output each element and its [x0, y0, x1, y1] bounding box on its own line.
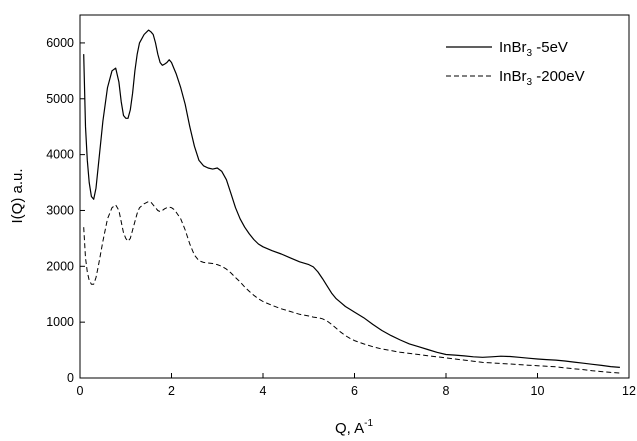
plot-frame: [79, 14, 630, 379]
y-tick-label: 3000: [46, 203, 74, 217]
legend-label-2-subscript: 3: [527, 77, 533, 88]
y-tick-label: 6000: [46, 36, 74, 50]
legend: InBr3 -5eV InBr3 -200eV: [446, 39, 585, 88]
axis-ticks: 0 2 4 6 8 10 12 0 1000 2000 3000 4000 5000 6000: [46, 36, 636, 398]
x-tick-label: 4: [260, 384, 267, 398]
x-tick-label: 12: [622, 384, 636, 398]
x-axis-label: Q, A-1: [335, 418, 374, 437]
legend-label-1-suffix: -5eV: [532, 39, 568, 56]
x-tick-label: 0: [77, 384, 84, 398]
y-axis-label: I(Q) a.u.: [9, 168, 26, 223]
legend-label-2-base: InBr: [499, 68, 527, 85]
legend-label-series-2: InBr3 -200eV: [499, 68, 585, 88]
x-axis-label-superscript: -1: [364, 418, 373, 429]
legend-label-2-suffix: -200eV: [532, 68, 585, 85]
series-line-1: [83, 29, 620, 368]
x-axis-label-text: Q, A: [335, 420, 364, 437]
x-tick-label: 8: [443, 384, 450, 398]
y-tick-label: 1000: [46, 315, 74, 329]
legend-label-1-base: InBr: [499, 39, 527, 56]
x-tick-label: 6: [351, 384, 358, 398]
plot-marks: [83, 29, 620, 374]
y-tick-label: 5000: [46, 92, 74, 106]
x-tick-label: 2: [168, 384, 175, 398]
series-line-2: [83, 201, 620, 374]
y-tick-label: 2000: [46, 259, 74, 273]
legend-label-1-subscript: 3: [527, 48, 533, 59]
y-tick-label: 4000: [46, 148, 74, 162]
legend-label-series-1: InBr3 -5eV: [499, 39, 568, 59]
x-tick-label: 10: [531, 384, 545, 398]
y-tick-label: 0: [67, 371, 74, 385]
